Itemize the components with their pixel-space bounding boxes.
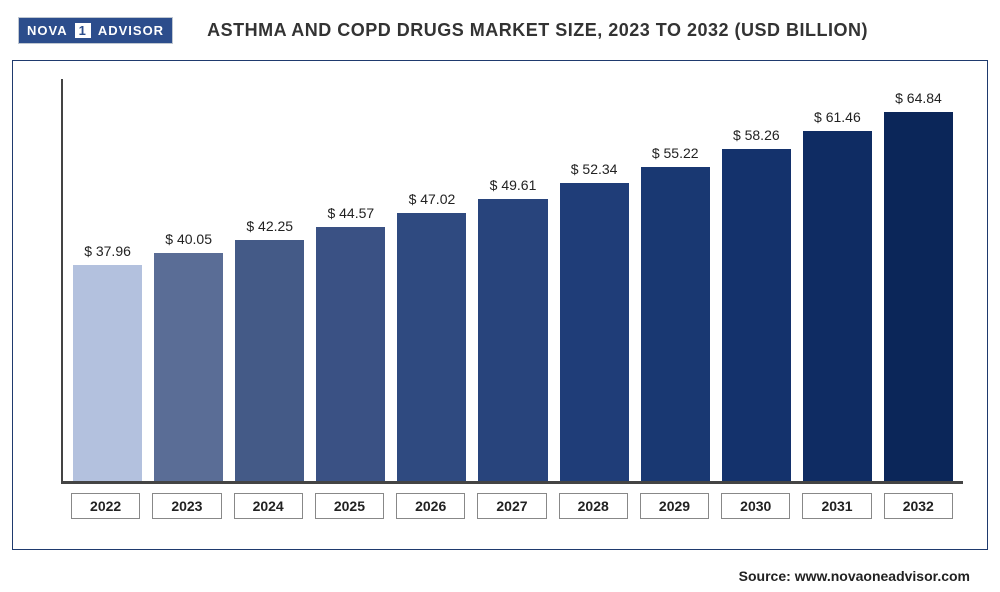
bar-rect [884, 112, 953, 481]
bar-rect [803, 131, 872, 481]
x-tick-label: 2029 [640, 493, 709, 519]
bar-value-label: $ 47.02 [409, 191, 456, 207]
x-tick-label: 2032 [884, 493, 953, 519]
bar-rect [73, 265, 142, 481]
source-label: Source: [739, 568, 791, 584]
bar-item: $ 55.22 [641, 145, 710, 481]
bar-item: $ 37.96 [73, 243, 142, 481]
bar-item: $ 58.26 [722, 127, 791, 481]
x-tick-label: 2022 [71, 493, 140, 519]
bar-value-label: $ 58.26 [733, 127, 780, 143]
bar-item: $ 44.57 [316, 205, 385, 481]
header: NOVA 1 ADVISOR ASTHMA AND COPD DRUGS MAR… [0, 0, 1000, 60]
bar-rect [641, 167, 710, 481]
x-tick-label: 2025 [315, 493, 384, 519]
bar-item: $ 40.05 [154, 231, 223, 481]
bar-item: $ 64.84 [884, 90, 953, 481]
bar-rect [560, 183, 629, 481]
bar-rect [154, 253, 223, 481]
bar-value-label: $ 37.96 [84, 243, 131, 259]
brand-logo: NOVA 1 ADVISOR [18, 17, 173, 44]
x-tick-label: 2031 [802, 493, 871, 519]
bar-value-label: $ 61.46 [814, 109, 861, 125]
chart-frame: $ 37.96 $ 40.05 $ 42.25 $ 44.57 $ 47.02 $ 49.… [12, 60, 988, 550]
x-tick-label: 2028 [559, 493, 628, 519]
bar-value-label: $ 42.25 [246, 218, 293, 234]
x-tick-label: 2023 [152, 493, 221, 519]
bar-rect [478, 199, 547, 481]
logo-one-box: 1 [75, 23, 91, 38]
bar-value-label: $ 49.61 [490, 177, 537, 193]
logo-text-left: NOVA [27, 23, 68, 38]
bar-rect [722, 149, 791, 481]
bar-item: $ 52.34 [560, 161, 629, 481]
x-tick-label: 2026 [396, 493, 465, 519]
bar-value-label: $ 55.22 [652, 145, 699, 161]
bar-value-label: $ 52.34 [571, 161, 618, 177]
bar-item: $ 42.25 [235, 218, 304, 481]
plot-area: $ 37.96 $ 40.05 $ 42.25 $ 44.57 $ 47.02 $ 49.… [61, 79, 963, 484]
bar-item: $ 47.02 [397, 191, 466, 481]
x-tick-label: 2030 [721, 493, 790, 519]
bar-item: $ 49.61 [478, 177, 547, 481]
x-axis: 2022 2023 2024 2025 2026 2027 2028 2029 2030 2031… [61, 493, 963, 519]
bar-value-label: $ 44.57 [327, 205, 374, 221]
bar-value-label: $ 40.05 [165, 231, 212, 247]
bar-rect [316, 227, 385, 481]
source-attribution: Source: www.novaoneadvisor.com [739, 568, 970, 584]
bar-value-label: $ 64.84 [895, 90, 942, 106]
chart-title: ASTHMA AND COPD DRUGS MARKET SIZE, 2023 … [173, 20, 982, 41]
logo-text-right: ADVISOR [98, 23, 164, 38]
bars-row: $ 37.96 $ 40.05 $ 42.25 $ 44.57 $ 47.02 $ 49.… [63, 79, 963, 481]
x-tick-label: 2024 [234, 493, 303, 519]
bar-item: $ 61.46 [803, 109, 872, 481]
bar-rect [397, 213, 466, 481]
x-tick-label: 2027 [477, 493, 546, 519]
source-url: www.novaoneadvisor.com [795, 568, 970, 584]
bar-rect [235, 240, 304, 481]
